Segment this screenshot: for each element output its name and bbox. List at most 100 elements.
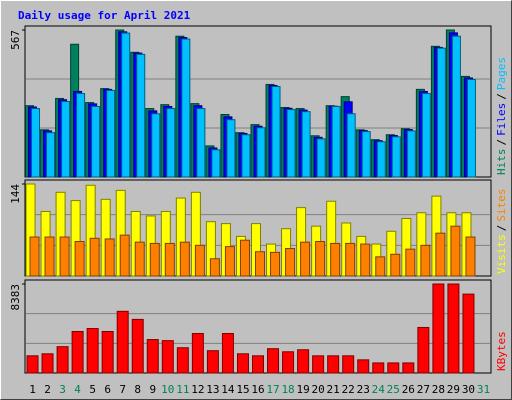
x-tick-label: 22	[342, 383, 355, 396]
bar	[239, 239, 250, 277]
chart-title: Daily usage for April 2021	[18, 9, 191, 22]
x-tick-label: 26	[402, 383, 415, 396]
bar	[285, 248, 296, 277]
bar	[121, 32, 131, 178]
bar	[89, 237, 100, 277]
bar	[435, 232, 446, 277]
bar	[327, 355, 340, 374]
bar	[44, 236, 55, 277]
bar	[76, 93, 86, 178]
bar	[164, 242, 175, 277]
x-tick-label: 8	[134, 383, 141, 396]
bar	[194, 244, 205, 277]
bar	[286, 109, 296, 178]
y-tick-label: 144	[9, 184, 22, 204]
x-tick-label: 14	[221, 383, 235, 396]
bar	[31, 108, 41, 178]
bar	[104, 238, 115, 277]
x-tick-label: 23	[357, 383, 370, 396]
x-tick-label: 11	[176, 383, 189, 396]
bar	[346, 113, 356, 178]
bar	[417, 326, 430, 374]
bar	[465, 236, 476, 277]
bar	[146, 339, 159, 374]
bar	[241, 134, 251, 178]
bar	[405, 248, 416, 277]
bar	[211, 149, 221, 178]
bar	[301, 111, 311, 178]
x-tick-label: 17	[266, 383, 279, 396]
bar	[29, 236, 40, 277]
x-tick-label: 13	[206, 383, 219, 396]
y-tick-label: 567	[9, 30, 22, 50]
bar	[206, 350, 219, 374]
x-tick-label: 5	[89, 383, 96, 396]
bar	[390, 253, 401, 277]
legend-separator: /	[495, 225, 508, 232]
legend-entry: Files	[495, 103, 508, 136]
bar	[406, 130, 416, 178]
bar	[330, 242, 341, 277]
bar	[166, 108, 176, 178]
bar	[450, 225, 461, 277]
bar	[224, 246, 235, 277]
x-tick-label: 6	[104, 383, 111, 396]
bar	[136, 53, 146, 178]
x-tick-label: 15	[236, 383, 249, 396]
bar	[462, 293, 475, 374]
bar	[402, 362, 415, 374]
x-tick-label: 7	[119, 383, 126, 396]
bar	[91, 105, 101, 178]
bar	[149, 242, 160, 277]
legend: Hits / Files / Pages	[495, 57, 508, 175]
bar	[391, 136, 401, 178]
bar	[345, 242, 356, 277]
bar	[372, 362, 385, 374]
bar	[387, 362, 400, 374]
bar	[56, 346, 69, 374]
bar	[297, 349, 310, 374]
bar	[315, 241, 326, 277]
x-tick-label: 31	[477, 383, 490, 396]
x-tick-label: 24	[372, 383, 386, 396]
bar	[357, 359, 370, 374]
legend-entry: Hits	[495, 149, 508, 176]
bar	[252, 355, 264, 374]
x-tick-label: 2	[44, 383, 51, 396]
bar	[191, 333, 204, 374]
legend-separator: /	[495, 93, 508, 100]
bar	[236, 353, 249, 374]
x-tick-label: 12	[191, 383, 204, 396]
bar	[119, 234, 130, 277]
bar	[151, 113, 161, 178]
x-tick-label: 27	[417, 383, 430, 396]
bar	[26, 355, 39, 374]
x-tick-label: 10	[161, 383, 174, 396]
legend-separator: /	[495, 139, 508, 146]
bar	[71, 330, 84, 374]
bar	[61, 101, 71, 178]
bar	[221, 333, 234, 374]
legend-entry: Visits	[495, 234, 508, 274]
bar	[375, 256, 386, 277]
bar	[74, 241, 85, 277]
bar	[179, 241, 190, 277]
bar	[420, 244, 431, 277]
bar	[176, 347, 189, 374]
bar	[361, 131, 371, 178]
bar	[256, 127, 266, 178]
bar	[131, 318, 144, 374]
x-tick-label: 9	[149, 383, 156, 396]
x-tick-label: 25	[387, 383, 400, 396]
x-tick-label: 18	[281, 383, 294, 396]
x-tick-label: 19	[296, 383, 309, 396]
bar	[46, 132, 56, 178]
bar	[86, 328, 99, 374]
bar	[447, 283, 460, 374]
bar	[360, 243, 371, 277]
bar	[116, 310, 129, 374]
bar	[196, 108, 206, 178]
legend: KBytes	[495, 331, 508, 371]
